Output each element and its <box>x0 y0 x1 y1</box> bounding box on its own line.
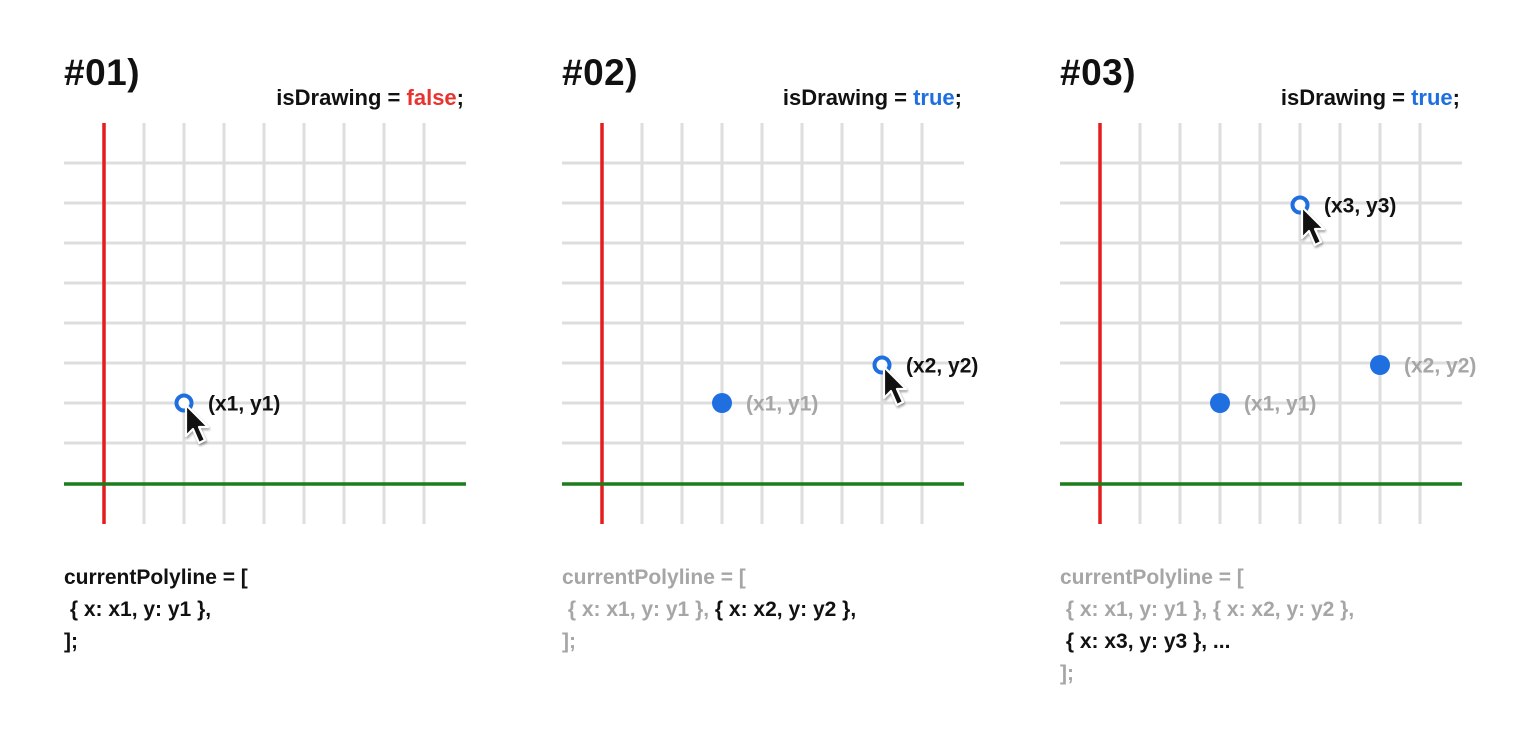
current-polyline-code: currentPolyline = [ { x: x1, y: y1 },]; <box>64 562 248 658</box>
dot-point-icon <box>1210 393 1230 413</box>
state-var: isDrawing <box>1280 85 1387 110</box>
dot-point-icon <box>712 393 732 413</box>
step-label: #01) <box>64 52 141 93</box>
code-close-line: ]; <box>64 630 78 653</box>
step-panel-2: #02) isDrawing = true; (x1, y1) (x2, y2) cur… <box>498 0 996 734</box>
is-drawing-state: isDrawing = true; <box>783 85 962 111</box>
point-label: (x1, y1) <box>208 393 280 416</box>
state-value: false <box>406 85 457 110</box>
step-panel-3: #03) isDrawing = true; (x1, y1) (x2, y2) (x3… <box>996 0 1494 734</box>
point-1: (x1, y1) <box>174 393 280 445</box>
point-label: (x1, y1) <box>746 393 818 416</box>
code-segment: { x: x1, y: y1 }, <box>64 598 212 621</box>
code-open-line: currentPolyline = [ <box>1060 566 1244 589</box>
point-1: (x1, y1) <box>1210 393 1316 416</box>
state-equals: = <box>381 85 407 110</box>
point-3: (x3, y3) <box>1290 195 1396 247</box>
point-1: (x1, y1) <box>712 393 818 416</box>
coordinate-grid: (x1, y1) <box>64 123 466 524</box>
state-var: isDrawing <box>276 85 382 110</box>
state-equals: = <box>1386 85 1412 110</box>
state-semicolon: ; <box>954 85 962 110</box>
current-polyline-code: currentPolyline = [ { x: x1, y: y1 }, { … <box>1060 562 1354 690</box>
code-entry-line: { x: x3, y: y3 }, ... <box>1060 626 1354 658</box>
step-panel-1: #01) isDrawing = false; (x1, y1) currentPol… <box>0 0 498 734</box>
point-label: (x1, y1) <box>1244 393 1316 416</box>
state-value: true <box>913 85 955 110</box>
code-entry-line: { x: x1, y: y1 }, { x: x2, y: y2 }, <box>562 594 856 626</box>
step-label: #02) <box>562 52 639 93</box>
cursor-arrow-icon <box>882 365 908 407</box>
step-label: #03) <box>1060 52 1137 93</box>
state-semicolon: ; <box>456 85 464 110</box>
point-2: (x2, y2) <box>1370 355 1476 378</box>
is-drawing-state: isDrawing = false; <box>276 85 464 111</box>
is-drawing-state: isDrawing = true; <box>1281 85 1460 111</box>
point-label: (x2, y2) <box>906 355 978 378</box>
point-2: (x2, y2) <box>872 355 978 407</box>
state-value: true <box>1411 85 1453 110</box>
code-open-line: currentPolyline = [ <box>562 566 746 589</box>
cursor-arrow-icon <box>184 403 210 445</box>
coordinate-grid: (x1, y1) (x2, y2) <box>562 123 978 524</box>
state-equals: = <box>888 85 914 110</box>
code-close-line: ]; <box>562 630 576 653</box>
code-segment: { x: x1, y: y1 }, <box>562 598 715 621</box>
coordinate-grid: (x1, y1) (x2, y2) (x3, y3) <box>1060 123 1476 524</box>
cursor-arrow-icon <box>1300 205 1326 247</box>
code-entry-line: { x: x1, y: y1 }, <box>64 594 248 626</box>
point-label: (x2, y2) <box>1404 355 1476 378</box>
code-close-line: ]; <box>1060 662 1074 685</box>
current-polyline-code: currentPolyline = [ { x: x1, y: y1 }, { … <box>562 562 856 658</box>
code-segment: { x: x2, y: y2 }, <box>714 598 857 621</box>
code-segment: { x: x1, y: y1 }, { x: x2, y: y2 }, <box>1060 598 1355 621</box>
code-open-line: currentPolyline = [ <box>64 566 248 589</box>
code-entry-line: { x: x1, y: y1 }, { x: x2, y: y2 }, <box>1060 594 1354 626</box>
state-semicolon: ; <box>1452 85 1460 110</box>
code-segment: { x: x3, y: y3 }, ... <box>1060 630 1231 653</box>
point-label: (x3, y3) <box>1324 195 1396 218</box>
dot-point-icon <box>1370 355 1390 375</box>
state-var: isDrawing <box>782 85 889 110</box>
